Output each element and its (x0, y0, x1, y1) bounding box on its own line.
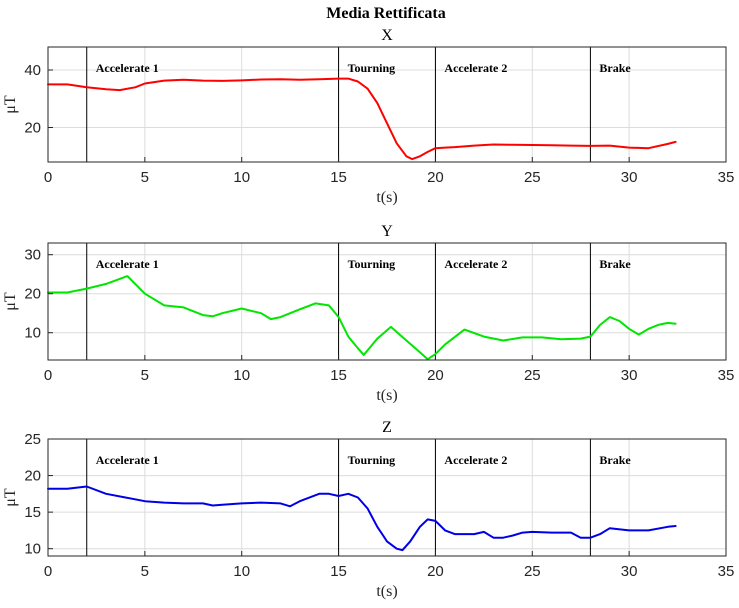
x-axis-label: t(s) (376, 387, 397, 404)
axes-frame (47, 438, 727, 557)
subplot-title: Z (382, 419, 392, 436)
x-tick-label: 35 (718, 367, 735, 384)
x-tick-label: 0 (44, 563, 52, 580)
x-tick-label: 10 (233, 563, 250, 580)
phase-label: Accelerate 1 (96, 453, 159, 467)
x-tick-label: 5 (141, 169, 149, 186)
x-tick-label: 30 (621, 367, 638, 384)
x-tick-label: 15 (330, 367, 347, 384)
subplot-y: Y Accelerate 1 Tourning Accelerate 2 Brake 0 5… (2, 223, 734, 404)
phase-label: Accelerate 2 (444, 61, 507, 75)
x-tick-label: 5 (141, 367, 149, 384)
x-tick-label: 30 (621, 563, 638, 580)
series-line (47, 485, 677, 552)
y-tick-label: 40 (24, 62, 41, 79)
x-tick-label: 20 (427, 169, 444, 186)
phase-label: Brake (599, 61, 631, 75)
series-line (47, 77, 677, 161)
x-tick-label: 10 (233, 169, 250, 186)
x-tick-label: 5 (141, 563, 149, 580)
x-tick-label: 10 (233, 367, 250, 384)
y-tick-label: 20 (24, 120, 41, 137)
y-tick-label: 30 (24, 247, 41, 264)
series-line (47, 275, 677, 361)
phase-label: Accelerate 1 (96, 61, 159, 75)
y-tick-label: 10 (24, 541, 41, 558)
y-axis-label: μT (2, 488, 19, 507)
subplot-z: Z Accelerate 1 Tourning Accelerate 2 Brake 0 5… (2, 419, 734, 600)
y-axis-label: μT (2, 292, 19, 311)
x-tick-label: 35 (718, 563, 735, 580)
x-tick-label: 20 (427, 563, 444, 580)
x-tick-label: 30 (621, 169, 638, 186)
x-tick-label: 0 (44, 367, 52, 384)
x-axis-label: t(s) (376, 189, 397, 206)
x-tick-label: 25 (524, 367, 541, 384)
phase-label: Accelerate 2 (444, 453, 507, 467)
y-tick-label: 10 (24, 325, 41, 342)
phase-label: Tourning (348, 453, 396, 467)
subplots: X Accelerate 1 Tourning Accelerate 2 Brake 0 5… (2, 27, 734, 600)
x-tick-label: 25 (524, 169, 541, 186)
x-axis-label: t(s) (376, 583, 397, 600)
phase-label: Brake (599, 453, 631, 467)
subplot-title: Y (381, 223, 393, 240)
subplot-x: X Accelerate 1 Tourning Accelerate 2 Brake 0 5… (2, 27, 734, 206)
phase-label: Tourning (348, 257, 396, 271)
y-tick-label: 20 (24, 468, 41, 485)
phase-label: Accelerate 1 (96, 257, 159, 271)
axes-frame (47, 46, 727, 163)
phase-label: Brake (599, 257, 631, 271)
x-tick-label: 35 (718, 169, 735, 186)
x-tick-label: 20 (427, 367, 444, 384)
figure-title: Media Rettificata (326, 5, 446, 22)
y-axis-label: μT (2, 95, 19, 114)
x-tick-label: 25 (524, 563, 541, 580)
subplot-title: X (381, 27, 393, 44)
x-tick-label: 0 (44, 169, 52, 186)
y-tick-label: 25 (24, 431, 41, 448)
axes-frame (47, 242, 727, 361)
x-tick-label: 15 (330, 563, 347, 580)
x-tick-label: 15 (330, 169, 347, 186)
y-tick-label: 20 (24, 286, 41, 303)
phase-label: Accelerate 2 (444, 257, 507, 271)
y-tick-label: 15 (24, 504, 41, 521)
phase-label: Tourning (348, 61, 396, 75)
